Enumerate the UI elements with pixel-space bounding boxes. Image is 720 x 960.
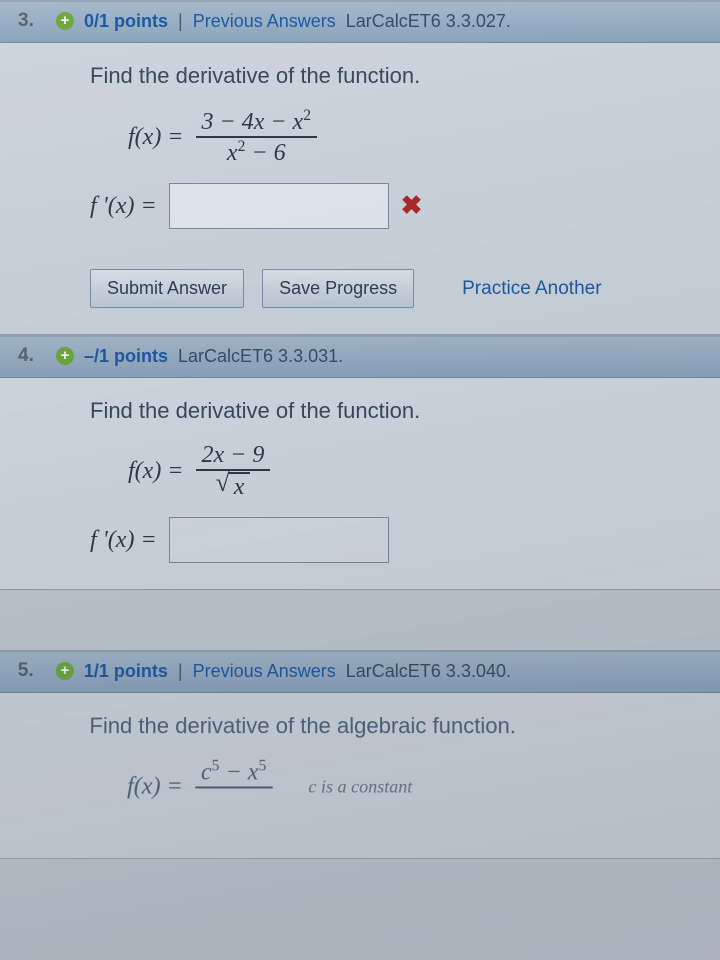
fraction: 2x − 9 √ x [196, 442, 271, 501]
numerator: 2x − 9 [196, 442, 271, 469]
expand-icon[interactable]: + [56, 662, 74, 680]
numerator: c5 − x5 [195, 757, 272, 786]
question-header: 3. + 0/1 points | Previous Answers LarCa… [0, 2, 720, 43]
question-number: 5. [18, 660, 46, 682]
question-body: Find the derivative of the algebraic fun… [0, 693, 720, 858]
answer-row: f '(x) = [90, 517, 690, 563]
question-prompt: Find the derivative of the function. [90, 398, 690, 424]
function-formula: f(x) = c5 − x5 c is a constant [127, 757, 692, 815]
points-label: 0/1 points [84, 11, 168, 32]
fraction: 3 − 4x − x2 x2 − 6 [196, 107, 318, 167]
question-body: Find the derivative of the function. f(x… [0, 43, 720, 334]
func-lhs: f(x) = [128, 124, 184, 151]
submit-answer-button[interactable]: Submit Answer [90, 269, 244, 308]
sqrt: √ x [215, 472, 250, 501]
points-label: –/1 points [84, 346, 168, 367]
expand-icon[interactable]: + [56, 347, 74, 365]
constant-note: c is a constant [308, 776, 412, 797]
question-prompt: Find the derivative of the algebraic fun… [89, 713, 691, 739]
denominator: x2 − 6 [221, 138, 292, 167]
fraction: c5 − x5 [195, 757, 273, 815]
denominator: √ x [209, 471, 256, 501]
previous-answers-link[interactable]: Previous Answers [193, 11, 336, 32]
answer-input[interactable] [169, 517, 389, 563]
derivative-lhs: f '(x) = [90, 193, 157, 220]
denominator [224, 788, 242, 815]
question-3: 3. + 0/1 points | Previous Answers LarCa… [0, 0, 720, 335]
question-4: 4. + –/1 points LarCalcET6 3.3.031. Find… [0, 335, 720, 590]
question-reference: LarCalcET6 3.3.031. [178, 346, 343, 367]
derivative-lhs: f '(x) = [90, 527, 157, 554]
answer-input[interactable] [169, 183, 389, 229]
question-5: 5. + 1/1 points | Previous Answers LarCa… [0, 650, 720, 859]
save-progress-button[interactable]: Save Progress [262, 269, 414, 308]
question-reference: LarCalcET6 3.3.027. [346, 11, 511, 32]
question-header: 5. + 1/1 points | Previous Answers LarCa… [0, 652, 720, 693]
question-number: 4. [18, 345, 46, 367]
separator: | [178, 660, 183, 681]
func-lhs: f(x) = [127, 773, 183, 800]
answer-row: f '(x) = ✖ [90, 183, 690, 229]
question-prompt: Find the derivative of the function. [90, 63, 690, 89]
points-label: 1/1 points [84, 660, 168, 681]
question-header: 4. + –/1 points LarCalcET6 3.3.031. [0, 337, 720, 378]
practice-another-link[interactable]: Practice Another [462, 278, 601, 300]
numerator: 3 − 4x − x2 [196, 107, 318, 136]
expand-icon[interactable]: + [56, 12, 74, 30]
button-row: Submit Answer Save Progress Practice Ano… [90, 269, 690, 308]
previous-answers-link[interactable]: Previous Answers [193, 660, 336, 681]
question-number: 3. [18, 10, 46, 32]
separator: | [178, 11, 183, 32]
wrong-icon: ✖ [401, 191, 423, 221]
function-formula: f(x) = 2x − 9 √ x [128, 442, 690, 501]
func-lhs: f(x) = [128, 458, 184, 485]
question-reference: LarCalcET6 3.3.040. [346, 660, 511, 681]
function-formula: f(x) = 3 − 4x − x2 x2 − 6 [128, 107, 690, 167]
sqrt-arg: x [228, 472, 251, 501]
question-body: Find the derivative of the function. f(x… [0, 378, 720, 589]
